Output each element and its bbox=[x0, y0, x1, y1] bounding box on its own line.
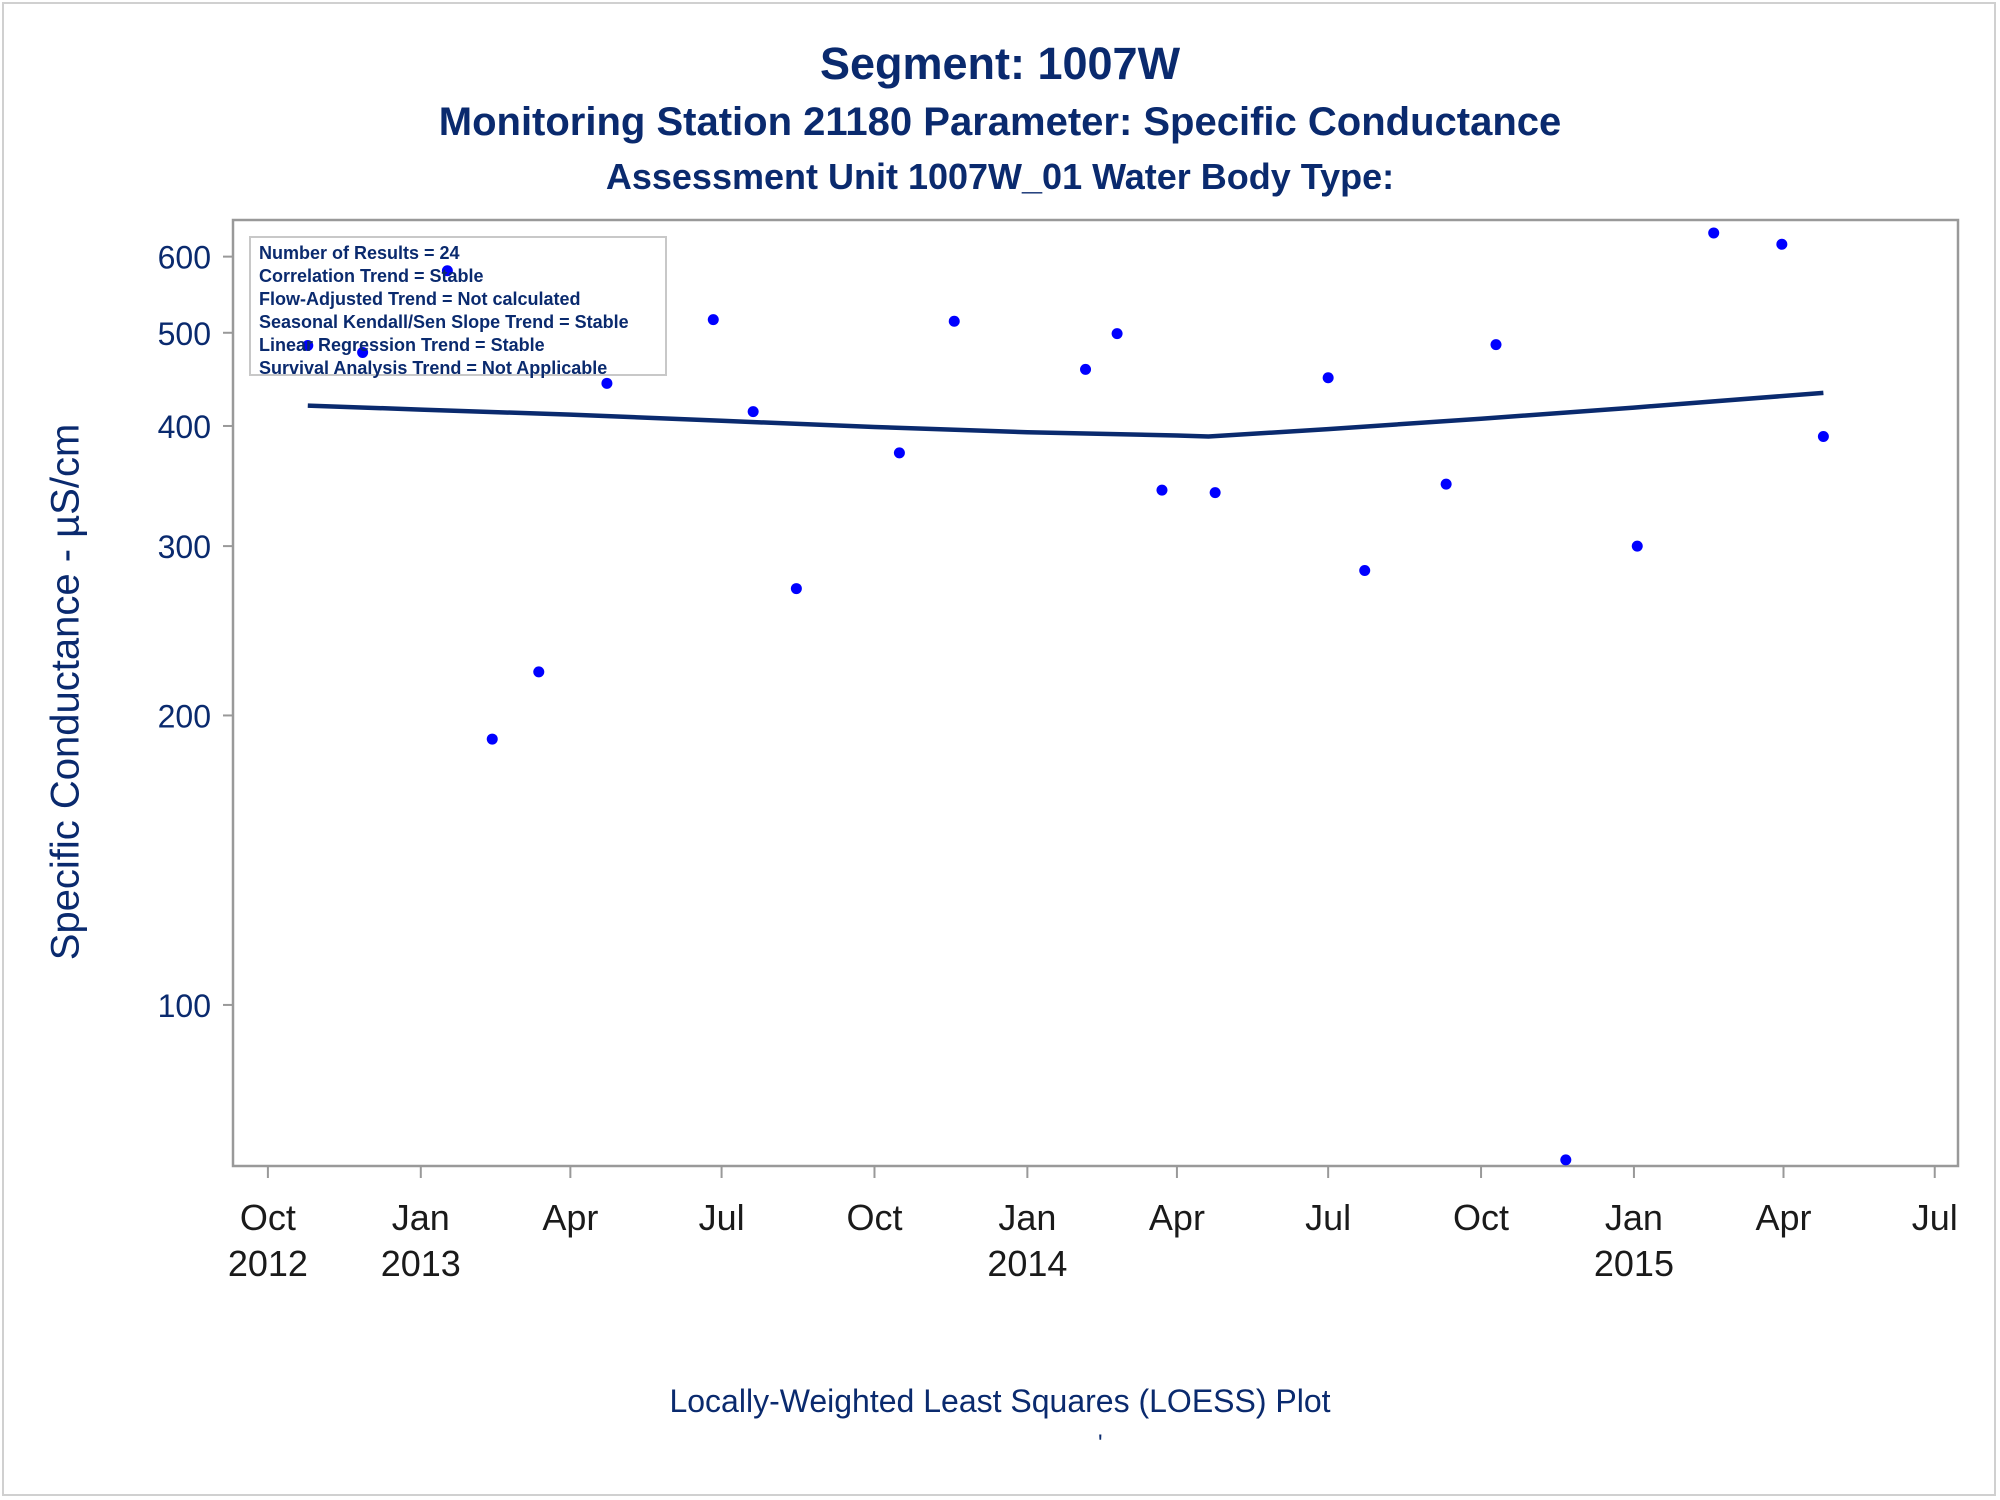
x-tick-label-month: Jan bbox=[1605, 1197, 1663, 1238]
x-tick-label-month: Jan bbox=[392, 1197, 450, 1238]
stat-line: Correlation Trend = Stable bbox=[259, 266, 484, 286]
data-point bbox=[1560, 1154, 1572, 1166]
x-tick-label-month: Oct bbox=[1453, 1197, 1509, 1238]
x-tick-label-month: Apr bbox=[1755, 1197, 1811, 1238]
stat-line: Seasonal Kendall/Sen Slope Trend = Stabl… bbox=[259, 312, 629, 332]
data-point bbox=[1359, 564, 1371, 576]
data-point bbox=[357, 346, 369, 358]
y-tick-label: 400 bbox=[158, 409, 211, 445]
data-point bbox=[1817, 431, 1829, 443]
chart-subtitle-assessment: Assessment Unit 1007W_01 Water Body Type… bbox=[605, 156, 1395, 197]
data-point bbox=[1440, 478, 1452, 490]
data-point bbox=[790, 583, 802, 595]
data-point bbox=[1322, 372, 1334, 384]
x-tick-label-month: Apr bbox=[1149, 1197, 1205, 1238]
x-tick-label-month: Jul bbox=[1305, 1197, 1351, 1238]
y-tick-label: 300 bbox=[158, 529, 211, 565]
x-tick-label-month: Apr bbox=[542, 1197, 598, 1238]
chart-title: Segment: 1007W bbox=[819, 38, 1181, 89]
data-point bbox=[601, 377, 613, 389]
x-tick-label-year: 2013 bbox=[381, 1243, 461, 1284]
x-tick-label-month: Jul bbox=[699, 1197, 745, 1238]
data-point bbox=[486, 733, 498, 745]
data-point bbox=[302, 339, 314, 351]
data-point bbox=[1708, 227, 1720, 239]
y-tick-label: 200 bbox=[158, 698, 211, 734]
y-tick-label: 100 bbox=[158, 988, 211, 1024]
data-point bbox=[1490, 339, 1502, 351]
chart-subtitle-station: Monitoring Station 21180 Parameter: Spec… bbox=[438, 100, 1562, 144]
x-tick-label-month: Jan bbox=[998, 1197, 1056, 1238]
x-tick-label-month: Oct bbox=[240, 1197, 296, 1238]
statistics-box: Number of Results = 24 Correlation Trend … bbox=[249, 236, 667, 378]
data-point bbox=[948, 315, 960, 327]
y-tick-label: 500 bbox=[158, 316, 211, 352]
data-point bbox=[1111, 328, 1123, 340]
x-tick-label-year: 2014 bbox=[987, 1243, 1067, 1284]
data-point bbox=[1156, 484, 1168, 496]
data-point bbox=[1776, 238, 1788, 250]
data-point bbox=[533, 666, 545, 678]
data-point bbox=[707, 314, 719, 326]
plot-area-frame bbox=[231, 218, 1960, 1168]
data-point bbox=[1631, 540, 1643, 552]
loess-trend-line bbox=[307, 390, 1824, 439]
x-tick-label-month: Oct bbox=[846, 1197, 902, 1238]
data-point bbox=[441, 265, 453, 277]
data-point bbox=[1080, 363, 1092, 375]
data-point bbox=[747, 406, 759, 418]
data-point bbox=[893, 447, 905, 459]
x-tick-label-year: 2012 bbox=[228, 1243, 308, 1284]
stat-line: Linear Regression Trend = Stable bbox=[259, 335, 545, 355]
x-tick-label-year: 2015 bbox=[1594, 1243, 1674, 1284]
stat-line: Survival Analysis Trend = Not Applicable bbox=[259, 358, 608, 378]
footnote-mark: ' bbox=[1098, 1430, 1103, 1457]
data-point bbox=[1209, 487, 1221, 499]
stat-line: Flow-Adjusted Trend = Not calculated bbox=[259, 289, 581, 309]
x-tick-label-month: Jul bbox=[1912, 1197, 1958, 1238]
footnote: Locally-Weighted Least Squares (LOESS) P… bbox=[669, 1383, 1331, 1419]
y-tick-label: 600 bbox=[158, 240, 211, 276]
stat-line: Number of Results = 24 bbox=[259, 243, 460, 263]
